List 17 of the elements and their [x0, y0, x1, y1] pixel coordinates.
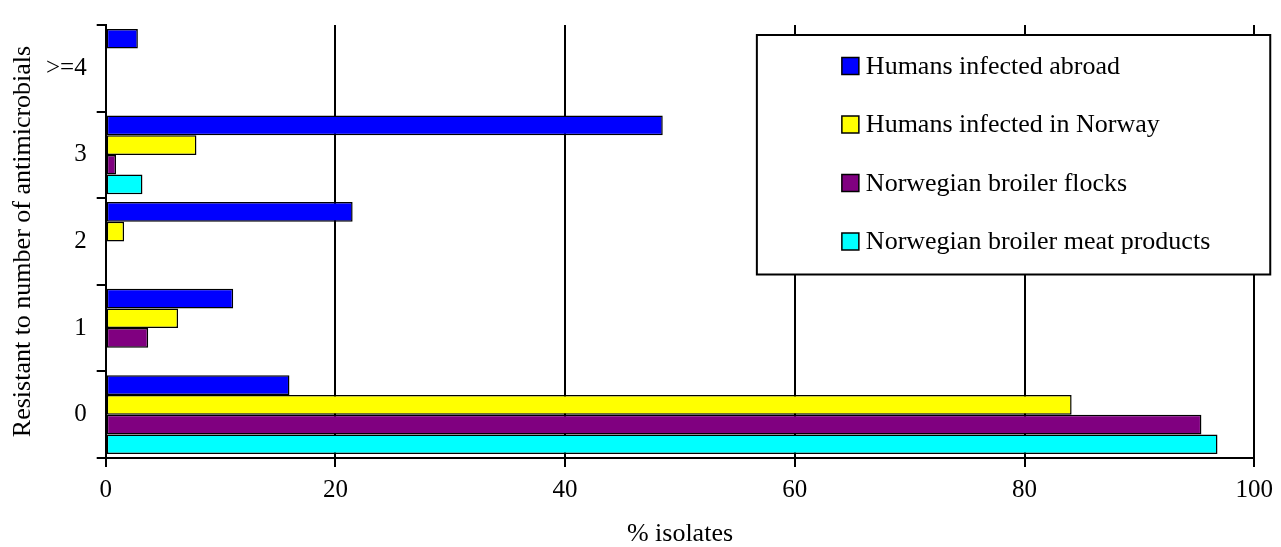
y-tick-label: >=4: [46, 52, 88, 80]
legend-label: Norwegian broiler meat products: [865, 226, 1211, 256]
y-axis-title: Resistant to number of antimicrobials: [6, 45, 36, 438]
legend-label: Humans infected abroad: [865, 50, 1120, 80]
x-tick-label: 0: [99, 474, 112, 502]
y-tick-label: 0: [74, 399, 87, 427]
x-tick-label: 100: [1235, 474, 1273, 502]
x-axis-title: % isolates: [626, 517, 734, 547]
x-tick-label: 60: [782, 474, 808, 502]
y-tick-label: 1: [74, 312, 87, 340]
x-tick-label: 80: [1012, 474, 1038, 502]
legend-label: Norwegian broiler flocks: [865, 167, 1128, 197]
y-tick-label: 3: [74, 139, 87, 167]
legend-label: Humans infected in Norway: [865, 109, 1160, 139]
y-tick-label: 2: [74, 226, 87, 254]
x-tick-label: 20: [322, 474, 348, 502]
x-tick-label: 40: [552, 474, 578, 502]
